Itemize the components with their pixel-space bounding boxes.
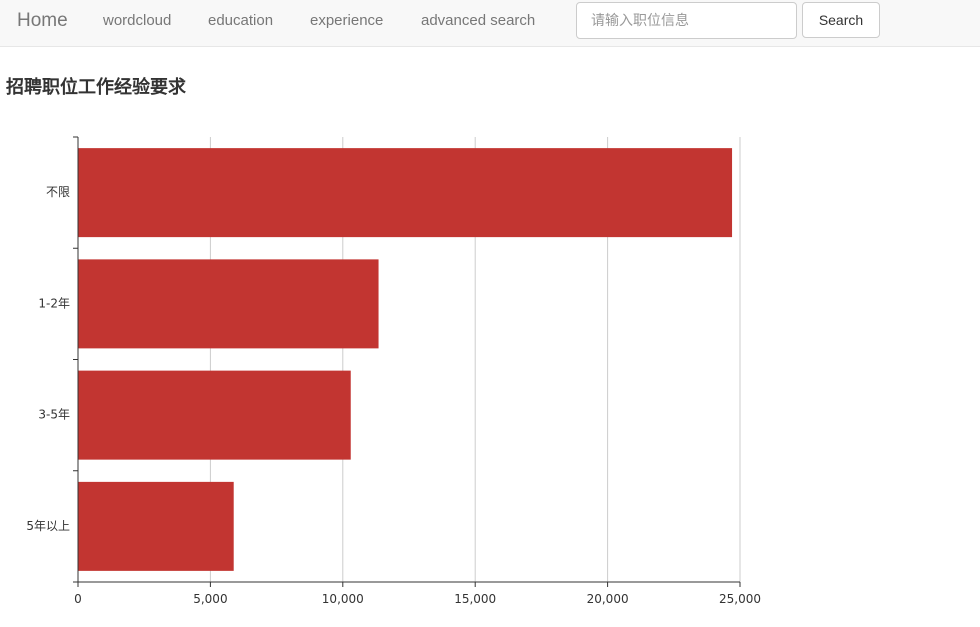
nav-link-wordcloud[interactable]: wordcloud: [103, 12, 172, 29]
bar: [78, 148, 733, 238]
y-tick-label: 不限: [46, 185, 70, 199]
page-title: 招聘职位工作经验要求: [6, 77, 186, 98]
x-tick-label: 0: [74, 592, 82, 606]
nav-link-advanced-search[interactable]: advanced search: [421, 12, 536, 29]
x-tick-label: 10,000: [322, 592, 364, 606]
bar: [78, 481, 234, 571]
search-button[interactable]: Search: [802, 2, 880, 38]
x-tick-label: 20,000: [587, 592, 629, 606]
y-tick-label: 5年以上: [26, 519, 70, 533]
navbar: Home wordcloud education experience adva…: [0, 0, 980, 47]
nav-link-experience[interactable]: experience: [310, 12, 384, 29]
y-tick-label: 1-2年: [38, 296, 70, 310]
nav-link-education[interactable]: education: [208, 12, 274, 29]
search-input[interactable]: [576, 2, 797, 39]
y-tick-label: 3-5年: [38, 408, 70, 422]
brand-home-link[interactable]: Home: [17, 10, 68, 31]
x-tick-label: 15,000: [454, 592, 496, 606]
bar: [78, 259, 379, 349]
x-tick-label: 5,000: [193, 592, 227, 606]
x-tick-label: 25,000: [719, 592, 761, 606]
bar: [78, 370, 351, 460]
